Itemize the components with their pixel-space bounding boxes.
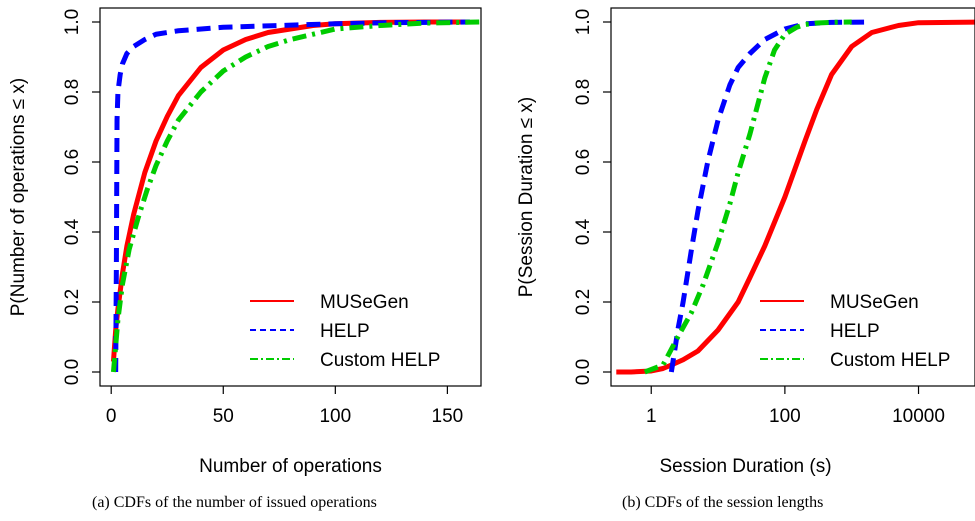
series-line-help <box>113 19 470 373</box>
y-tick-label: 1.0 <box>62 9 83 35</box>
x-tick-label: 0 <box>106 406 117 427</box>
x-tick-label: 150 <box>432 406 464 427</box>
x-tick-label: 1 <box>646 406 657 427</box>
x-tick-label: 100 <box>319 406 351 427</box>
y-tick-label: 0.2 <box>62 289 83 315</box>
y-axis-label: P(Number of operations ≤ x) <box>8 78 29 317</box>
series-line-custom-help <box>110 19 481 373</box>
series-line-help <box>668 19 872 373</box>
caption-a: (a) CDFs of the number of issued operati… <box>92 494 377 511</box>
plot-frame <box>99 7 482 387</box>
y-tick-label: 0.6 <box>573 149 594 175</box>
plot-frame <box>610 7 975 387</box>
chart-session-duration: 1 100 10000 0.0 0.2 0.4 0.6 0.8 1.0 Session Durat… <box>516 7 975 477</box>
legend-label: HELP <box>830 321 880 342</box>
series-line-custom-help <box>643 19 852 375</box>
y-tick-label: 0.8 <box>62 79 83 105</box>
legend-label: Custom HELP <box>320 350 440 371</box>
y-tick-label: 0.6 <box>62 149 83 175</box>
y-tick-label: 0.4 <box>573 218 594 245</box>
y-tick-label: 0.4 <box>62 218 83 245</box>
legend-label: MUSeGen <box>830 292 919 313</box>
x-tick-label: 50 <box>213 406 234 427</box>
legend-label: HELP <box>320 321 370 342</box>
y-tick-label: 0.0 <box>573 359 594 385</box>
caption-b: (b) CDFs of the session lengths <box>622 494 824 511</box>
series-line-musegen <box>110 19 470 362</box>
x-tick-label: 100 <box>769 406 801 427</box>
series-line-musegen <box>616 19 975 375</box>
y-tick-label: 0.0 <box>62 359 83 385</box>
y-tick-label: 1.0 <box>573 9 594 35</box>
x-axis-label: Session Duration (s) <box>659 456 831 477</box>
y-tick-label: 0.2 <box>573 289 594 315</box>
y-tick-label: 0.8 <box>573 79 594 105</box>
chart-operations: 0 50 100 150 0.0 0.2 0.4 0.6 0.8 1.0 Number of ope… <box>8 7 482 477</box>
x-tick-label: 10000 <box>892 406 945 427</box>
legend-label: MUSeGen <box>320 292 409 313</box>
legend-label: Custom HELP <box>830 350 950 371</box>
y-axis-label: P(Session Duration ≤ x) <box>516 97 537 298</box>
x-axis-label: Number of operations <box>199 456 382 477</box>
